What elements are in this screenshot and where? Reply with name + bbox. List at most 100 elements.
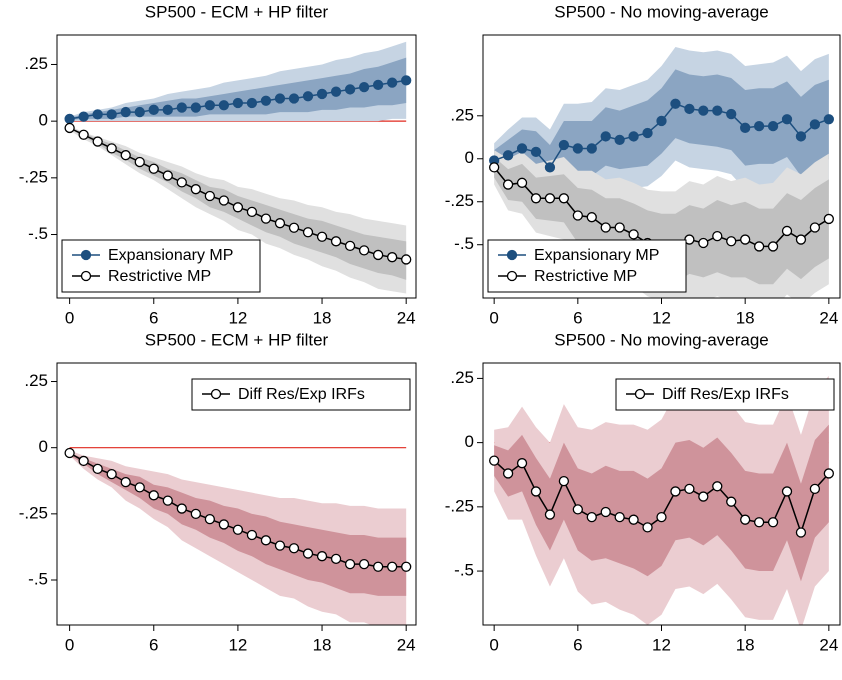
marker — [670, 98, 681, 109]
marker — [698, 491, 709, 502]
marker — [274, 218, 286, 229]
legend-label: Diff Res/Exp IRFs — [238, 386, 365, 403]
marker — [572, 143, 583, 154]
marker — [712, 481, 723, 492]
marker — [260, 95, 272, 106]
marker — [288, 93, 300, 104]
marker — [753, 517, 765, 528]
x-tick-label: 24 — [819, 635, 838, 654]
marker — [78, 111, 89, 122]
marker — [302, 91, 314, 102]
marker — [78, 455, 89, 467]
marker — [712, 230, 723, 242]
marker — [246, 206, 258, 217]
marker — [740, 234, 751, 245]
y-tick-label: -.5 — [28, 569, 48, 588]
marker — [781, 225, 793, 237]
marker — [120, 476, 131, 488]
legend-marker — [634, 388, 646, 400]
marker — [544, 509, 556, 520]
marker — [600, 131, 611, 142]
marker — [795, 131, 807, 142]
chart-title: SP500 - No moving-average — [554, 2, 769, 21]
marker — [302, 227, 314, 238]
marker — [232, 97, 244, 109]
marker — [684, 103, 695, 115]
x-tick-label: 6 — [573, 308, 582, 327]
marker — [78, 129, 89, 140]
inner-band — [494, 157, 829, 285]
marker — [190, 102, 201, 113]
x-tick-label: 18 — [313, 308, 332, 327]
legend-marker — [506, 270, 518, 282]
marker — [218, 195, 230, 206]
marker — [316, 88, 328, 100]
marker — [558, 476, 570, 487]
marker — [530, 146, 542, 158]
marker — [330, 86, 342, 97]
marker — [809, 222, 821, 233]
marker — [767, 517, 779, 528]
legend-marker — [210, 388, 222, 400]
marker — [64, 447, 75, 459]
y-tick-label: .25 — [450, 105, 474, 124]
marker — [516, 177, 528, 188]
marker — [726, 496, 737, 507]
x-tick-label: 12 — [652, 635, 671, 654]
marker — [572, 210, 583, 221]
marker — [148, 104, 159, 115]
marker — [642, 522, 653, 533]
marker — [387, 561, 398, 572]
marker — [330, 236, 342, 247]
marker — [712, 105, 723, 116]
inner-band — [494, 69, 829, 190]
marker — [642, 127, 653, 139]
y-tick-label: -.5 — [28, 224, 48, 243]
marker — [544, 193, 556, 204]
marker — [204, 513, 216, 525]
marker — [809, 483, 821, 495]
x-tick-label: 12 — [228, 635, 247, 654]
panel: SP500 - No moving-average .25 0 -.25 -.5 0 6 12… — [445, 2, 841, 327]
legend-label: Expansionary MP — [108, 247, 233, 264]
marker — [106, 143, 117, 154]
plot-area — [489, 375, 834, 625]
y-tick-label: -.25 — [445, 191, 474, 210]
legend: Expansionary MP Restrictive MP — [61, 239, 261, 293]
marker — [330, 553, 342, 564]
marker — [767, 241, 779, 252]
marker — [246, 97, 258, 109]
marker — [120, 150, 131, 161]
marker — [190, 508, 201, 519]
x-tick-label: 24 — [819, 308, 838, 327]
chart-title: SP500 - No moving-average — [554, 330, 769, 349]
marker — [530, 193, 542, 204]
marker — [274, 540, 286, 551]
x-tick-label: 18 — [736, 635, 755, 654]
marker — [726, 108, 737, 120]
marker — [726, 236, 737, 247]
legend-marker — [80, 249, 92, 261]
marker — [502, 179, 514, 190]
x-tick-label: 0 — [65, 635, 74, 654]
marker — [628, 514, 639, 525]
marker — [176, 503, 187, 514]
panel: SP500 - ECM + HP filter .25 0 -.25 -.5 0 6 12 18… — [19, 2, 417, 327]
marker — [489, 162, 500, 173]
legend-label: Diff Res/Exp IRFs — [662, 386, 789, 403]
marker — [316, 551, 328, 562]
marker — [401, 561, 412, 572]
marker — [106, 109, 117, 120]
marker — [809, 119, 821, 130]
marker — [572, 504, 583, 515]
marker — [740, 122, 751, 133]
legend-marker — [80, 270, 92, 282]
marker — [698, 237, 709, 249]
marker — [781, 114, 793, 125]
marker — [614, 511, 625, 523]
legend-box — [487, 239, 687, 293]
legend-label: Restrictive MP — [108, 268, 211, 285]
marker — [134, 106, 145, 118]
marker — [134, 482, 145, 493]
